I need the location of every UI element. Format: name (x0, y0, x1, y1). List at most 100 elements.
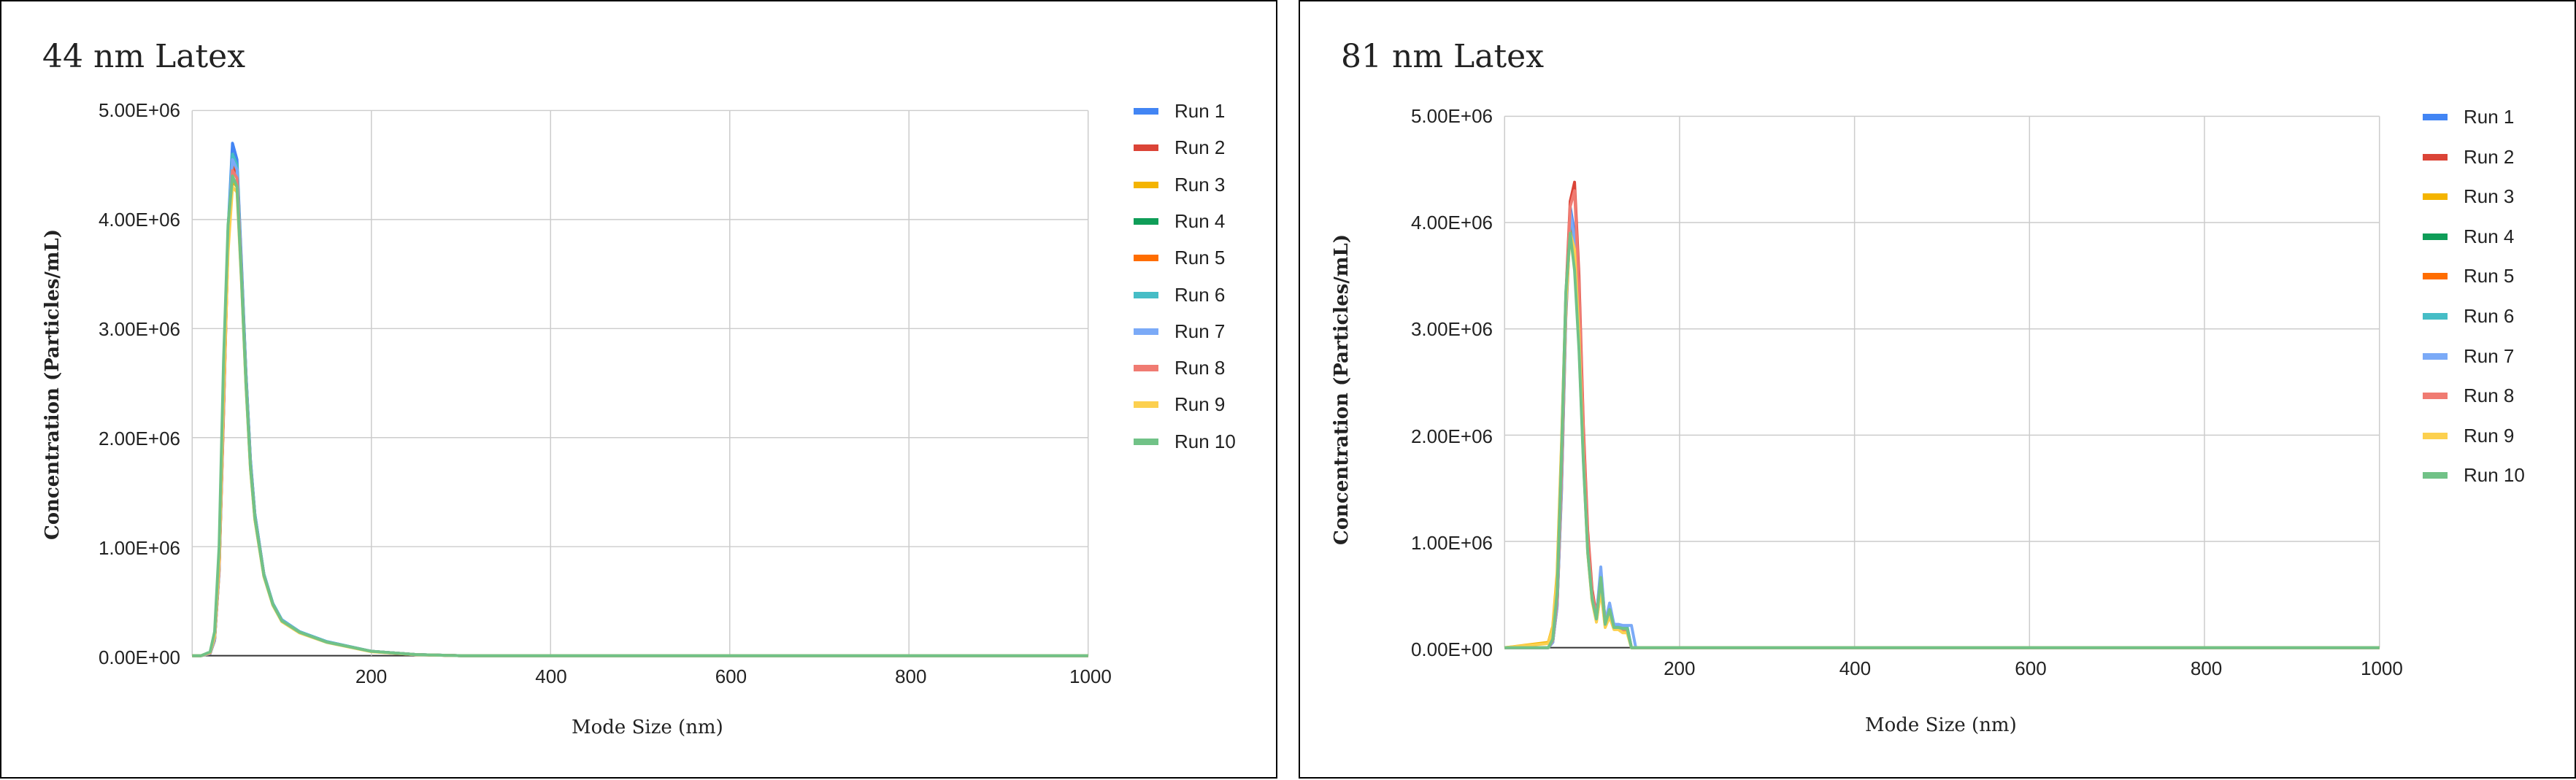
y-tick-label: 5.00E+06 (98, 99, 180, 121)
y-tick-label: 4.00E+06 (98, 209, 180, 231)
series-line-run-3 (1504, 226, 2380, 649)
x-axis-label: Mode Size (nm) (572, 717, 723, 738)
y-tick-label: 5.00E+06 (1410, 105, 1493, 127)
legend-swatch (2423, 153, 2448, 161)
series-line-run-7 (192, 158, 1088, 657)
legend-swatch (2423, 273, 2448, 280)
legend-label: Run 6 (1174, 283, 1226, 306)
legend-label: Run 8 (1174, 357, 1226, 379)
y-tick-label: 0.00E+00 (1410, 638, 1493, 660)
legend-swatch (1134, 181, 1158, 188)
legend-swatch (2423, 472, 2448, 479)
legend-item-run-10: Run 10 (2423, 464, 2525, 487)
chart-panel-44nm: 44 nm Latex Concentration (Particles/mL)… (0, 0, 1277, 779)
legend-item-run-6: Run 6 (1134, 284, 1225, 306)
legend-swatch (2423, 114, 2448, 120)
chart-title: 44 nm Latex (42, 38, 246, 75)
legend-swatch (2423, 233, 2448, 240)
x-tick-label: 1000 (1069, 665, 1112, 687)
legend-item-run-8: Run 8 (2423, 385, 2514, 407)
chart-panel-81nm: 81 nm Latex Concentration (Particles/mL)… (1299, 0, 2576, 779)
y-tick-label: 0.00E+00 (98, 646, 180, 668)
legend-item-run-5: Run 5 (1134, 247, 1225, 269)
series-line-run-6 (192, 152, 1088, 657)
x-tick-label: 200 (1664, 657, 1696, 679)
chart-44nm-svg (191, 109, 1089, 657)
legend-swatch (2423, 432, 2448, 439)
legend-swatch (1134, 291, 1158, 298)
legend-swatch (1134, 365, 1158, 372)
legend-item-run-2: Run 2 (1134, 136, 1225, 159)
legend-label: Run 2 (1174, 136, 1226, 159)
series-line-run-5 (192, 158, 1088, 657)
legend-swatch (1134, 108, 1158, 115)
series-line-run-4 (192, 152, 1088, 657)
legend-swatch (1134, 401, 1158, 409)
series-line-run-10 (192, 174, 1088, 657)
legend-label: Run 10 (1174, 430, 1236, 452)
series-line-run-9 (1504, 231, 2380, 649)
legend-item-run-9: Run 9 (1134, 393, 1225, 416)
legend-item-run-6: Run 6 (2423, 305, 2514, 328)
legend-item-run-1: Run 1 (2423, 106, 2514, 128)
series-line-run-8 (1504, 189, 2380, 649)
x-tick-label: 800 (2190, 657, 2223, 679)
series-line-run-2 (1504, 180, 2380, 649)
legend-item-run-2: Run 2 (2423, 146, 2514, 169)
legend-item-run-1: Run 1 (1134, 100, 1225, 123)
legend-label: Run 5 (1174, 247, 1226, 269)
legend-item-run-4: Run 4 (2423, 225, 2514, 248)
x-tick-label: 200 (355, 665, 388, 687)
x-axis-label: Mode Size (nm) (1865, 714, 2017, 736)
legend-label: Run 3 (1174, 173, 1226, 196)
x-tick-label: 1000 (2361, 657, 2403, 679)
legend-swatch (2423, 193, 2448, 201)
legend-label: Run 2 (2464, 145, 2515, 168)
series-line-run-2 (192, 163, 1088, 657)
y-tick-label: 1.00E+06 (1410, 531, 1493, 554)
y-axis-label: Concentration (Particles/mL) (42, 228, 64, 540)
legend-item-run-7: Run 7 (2423, 345, 2514, 368)
legend-item-run-7: Run 7 (1134, 320, 1225, 343)
legend-label: Run 6 (2464, 305, 2515, 327)
y-tick-label: 3.00E+06 (98, 318, 180, 340)
x-tick-label: 800 (895, 665, 927, 687)
legend-label: Run 3 (2464, 185, 2515, 208)
x-tick-label: 400 (1839, 657, 1872, 679)
series-line-run-6 (1504, 215, 2380, 649)
legend-label: Run 1 (1174, 100, 1226, 122)
legend-swatch (1134, 217, 1158, 225)
legend-label: Run 9 (1174, 393, 1226, 416)
legend-label: Run 5 (2464, 265, 2515, 287)
series-line-run-8 (192, 169, 1088, 657)
legend-swatch (1134, 438, 1158, 445)
x-tick-label: 400 (535, 665, 567, 687)
series-line-run-10 (1504, 231, 2380, 649)
legend-label: Run 9 (2464, 424, 2515, 447)
legend-swatch (1134, 255, 1158, 262)
series-line-run-3 (192, 179, 1088, 657)
y-tick-label: 4.00E+06 (1410, 212, 1493, 234)
series-line-run-9 (192, 185, 1088, 657)
y-axis-label: Concentration (Particles/mL) (1331, 233, 1353, 545)
legend-swatch (1134, 144, 1158, 152)
legend-label: Run 10 (2464, 464, 2525, 487)
series-line-run-4 (1504, 215, 2380, 649)
x-tick-label: 600 (2015, 657, 2047, 679)
y-tick-label: 1.00E+06 (98, 537, 180, 559)
legend-swatch (2423, 393, 2448, 400)
x-tick-label: 600 (715, 665, 747, 687)
legend-label: Run 8 (2464, 385, 2515, 407)
legend-swatch (2423, 352, 2448, 360)
series-line-run-7 (1504, 210, 2380, 649)
legend-swatch (2423, 313, 2448, 320)
legend-item-run-8: Run 8 (1134, 357, 1225, 379)
y-tick-label: 2.00E+06 (98, 428, 180, 449)
legend-swatch (1134, 328, 1158, 335)
legend-item-run-4: Run 4 (1134, 210, 1225, 233)
legend-label: Run 4 (1174, 209, 1226, 232)
legend-item-run-10: Run 10 (1134, 430, 1236, 453)
legend-label: Run 7 (1174, 320, 1226, 342)
legend-item-run-9: Run 9 (2423, 425, 2514, 447)
series-line-run-1 (1504, 205, 2380, 649)
